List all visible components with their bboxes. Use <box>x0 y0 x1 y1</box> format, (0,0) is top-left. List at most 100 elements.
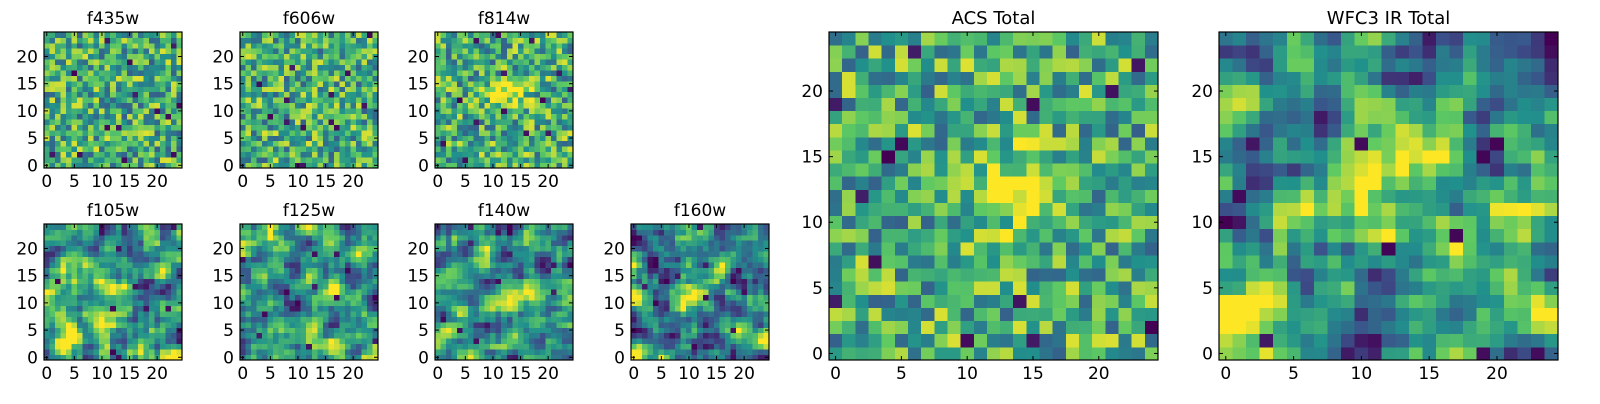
heatmap-cell <box>165 59 171 65</box>
heatmap-cell <box>367 349 373 355</box>
heatmap-cell <box>301 300 307 306</box>
heatmap-cell <box>474 124 480 130</box>
heatmap-cell <box>262 108 268 114</box>
heatmap-cell <box>545 37 551 43</box>
heatmap-cell <box>83 262 89 268</box>
heatmap-cell <box>653 224 659 230</box>
heatmap-cell <box>66 32 72 38</box>
heatmap-cell <box>143 235 149 241</box>
heatmap-cell <box>50 146 56 152</box>
heatmap-cell <box>290 114 296 120</box>
heatmap-cell <box>441 284 447 290</box>
heatmap-cells <box>240 224 378 360</box>
heatmap-cell <box>934 203 948 217</box>
heatmap-cell <box>496 92 502 98</box>
heatmap-cell <box>262 86 268 92</box>
heatmap-cell <box>251 327 257 333</box>
heatmap-cell <box>485 43 491 49</box>
heatmap-cell <box>99 130 105 136</box>
heatmap-cell <box>512 48 518 54</box>
heatmap-cell <box>317 43 323 49</box>
heatmap-cell <box>534 311 540 317</box>
heatmap-cell <box>681 289 687 295</box>
heatmap-cell <box>529 240 535 246</box>
heatmap-cell <box>490 43 496 49</box>
heatmap-cell <box>485 119 491 125</box>
heatmap-cell <box>55 81 61 87</box>
heatmap-cell <box>1066 294 1080 308</box>
heatmap-cell <box>323 251 329 257</box>
heatmap-cell <box>143 224 149 230</box>
heatmap-cell <box>562 146 568 152</box>
heatmap-cell <box>295 300 301 306</box>
heatmap-cell <box>1132 281 1146 295</box>
heatmap-cell <box>127 278 133 284</box>
heatmap-cell <box>496 86 502 92</box>
heatmap-cell <box>160 48 166 54</box>
heatmap-cell <box>246 333 252 339</box>
heatmap-cell <box>246 316 252 322</box>
heatmap-cell <box>1053 294 1067 308</box>
heatmap-cell <box>479 289 485 295</box>
heatmap-cell <box>149 146 155 152</box>
heatmap-cell <box>468 251 474 257</box>
heatmap-cell <box>251 246 257 252</box>
heatmap-cell <box>523 295 529 301</box>
heatmap-cell <box>44 103 50 109</box>
heatmap-cell <box>334 108 340 114</box>
heatmap-cell <box>257 240 263 246</box>
heatmap-cell <box>116 284 122 290</box>
heatmap-cell <box>44 86 50 92</box>
heatmap-cell <box>350 86 356 92</box>
heatmap-cell <box>485 273 491 279</box>
heatmap-cell <box>703 311 709 317</box>
heatmap-cell <box>165 322 171 328</box>
heatmap-cell <box>66 135 72 141</box>
heatmap-cell <box>105 338 111 344</box>
heatmap-cell <box>512 268 518 274</box>
heatmap-cell <box>306 316 312 322</box>
heatmap-cell <box>659 322 665 328</box>
heatmap-cell <box>334 316 340 322</box>
heatmap-cell <box>268 327 274 333</box>
heatmap-cell <box>367 284 373 290</box>
heatmap-cell <box>1092 255 1106 269</box>
heatmap-cell <box>246 268 252 274</box>
heatmap-cell <box>507 229 513 235</box>
heatmap-cell <box>171 54 177 60</box>
heatmap-cell <box>246 306 252 312</box>
heatmap-cell <box>637 262 643 268</box>
heatmap-cell <box>648 311 654 317</box>
heatmap-cell <box>55 70 61 76</box>
heatmap-cell <box>681 311 687 317</box>
heatmap-cell <box>361 114 367 120</box>
heatmap-cell <box>1119 281 1133 295</box>
heatmap-cell <box>361 141 367 147</box>
heatmap-cell <box>88 70 94 76</box>
heatmap-cell <box>138 135 144 141</box>
heatmap-cell <box>1053 229 1067 243</box>
heatmap-cell <box>961 334 975 348</box>
heatmap-cell <box>457 54 463 60</box>
heatmap-cell <box>149 224 155 230</box>
heatmap-cell <box>77 224 83 230</box>
heatmap-cell <box>66 333 72 339</box>
heatmap-cell <box>306 32 312 38</box>
heatmap-cell <box>143 246 149 252</box>
heatmap-cell <box>356 311 362 317</box>
heatmap-cell <box>121 146 127 152</box>
heatmap-cell <box>479 157 485 163</box>
heatmap-cell <box>345 119 351 125</box>
heatmap-cell <box>105 43 111 49</box>
heatmap-cell <box>290 108 296 114</box>
heatmap-cell <box>653 333 659 339</box>
heatmap-cell <box>143 300 149 306</box>
heatmap-cell <box>361 32 367 38</box>
heatmap-cell <box>529 43 535 49</box>
heatmap-cell <box>110 311 116 317</box>
heatmap-cell <box>312 124 318 130</box>
heatmap-cell <box>485 284 491 290</box>
heatmap-cell <box>83 76 89 82</box>
heatmap-cell <box>171 278 177 284</box>
